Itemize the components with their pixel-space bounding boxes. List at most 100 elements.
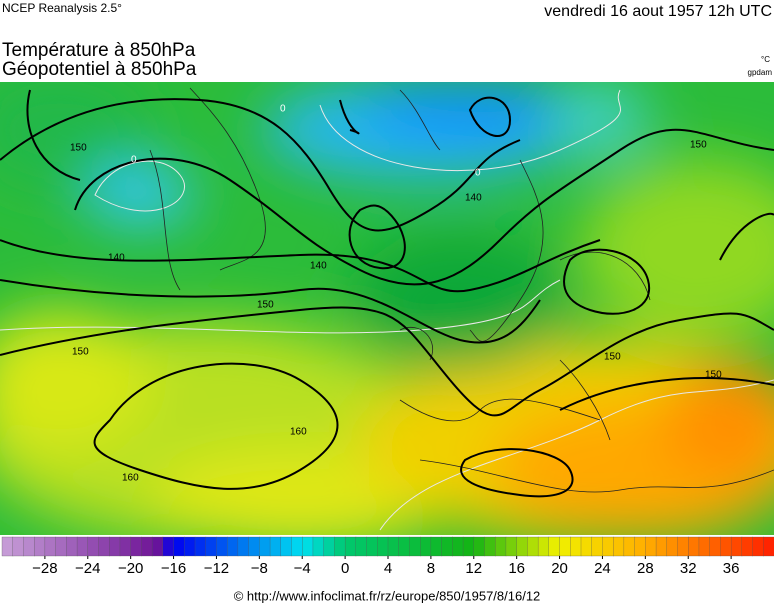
colorbar-swatch <box>269 536 282 557</box>
colorbar-swatch <box>162 536 175 557</box>
colorbar-tick-label: 16 <box>508 560 525 577</box>
colorbar-swatch <box>527 536 539 557</box>
colorbar-tick-label: 8 <box>427 560 435 577</box>
colorbar-swatch <box>205 536 217 557</box>
contour-label: 160 <box>290 427 307 438</box>
colorbar-swatch <box>334 536 346 557</box>
colorbar-swatch <box>302 536 314 557</box>
colorbar-tick-label: −12 <box>204 560 229 577</box>
colorbar-swatch <box>216 536 228 557</box>
colorbar-swatch <box>44 536 57 557</box>
colorbar-swatch <box>280 536 292 557</box>
contour-label: 140 <box>108 253 125 264</box>
colorbar-swatch <box>570 536 582 557</box>
colorbar-tick-label: −8 <box>251 560 268 577</box>
colorbar-swatch <box>462 536 475 557</box>
colorbar-swatch <box>323 536 335 557</box>
colorbar-tick-label: −20 <box>118 560 143 577</box>
colorbar-swatch <box>420 536 432 557</box>
colorbar-swatch <box>312 536 325 557</box>
colorbar-swatch <box>752 536 764 557</box>
colorbar-swatch <box>688 536 700 557</box>
unit-temperature: °C <box>761 55 770 64</box>
colorbar-tick-label: 32 <box>680 560 697 577</box>
colorbar-swatch <box>537 536 550 557</box>
colorbar-swatch <box>709 536 721 557</box>
colorbar-swatch <box>151 536 164 557</box>
colorbar-swatch <box>12 536 24 557</box>
colorbar-swatch <box>248 536 260 557</box>
contour-label: 140 <box>465 193 482 204</box>
colorbar-tick-label: 0 <box>341 560 349 577</box>
colorbar-swatch <box>55 536 67 557</box>
colorbar-swatch <box>184 536 196 557</box>
colorbar-tick-label: −28 <box>32 560 57 577</box>
colorbar-swatch <box>398 536 410 557</box>
contour-label: 150 <box>70 143 87 154</box>
colorbar-swatch <box>655 536 668 557</box>
colorbar-swatch <box>141 536 153 557</box>
colorbar-swatch <box>645 536 657 557</box>
colorbar-swatch <box>666 536 678 557</box>
map <box>0 82 774 535</box>
colorbar: −28 −24 −20 −16 −12 −8 −4 0 4 8 12 16 20 24 28 32 36 <box>1 536 774 577</box>
colorbar-swatch <box>76 536 89 557</box>
contour-label: 150 <box>72 347 89 358</box>
colorbar-swatch <box>1 536 14 557</box>
colorbar-swatch <box>87 536 99 557</box>
colorbar-swatch <box>591 536 603 557</box>
contour-label: 150 <box>604 352 621 363</box>
temperature-field <box>0 82 774 535</box>
isotherm-label: 0 <box>131 155 137 166</box>
colorbar-swatch <box>730 536 743 557</box>
footer: © http://www.infoclimat.fr/rz/europe/850… <box>234 588 541 603</box>
colorbar-swatch <box>23 536 35 557</box>
colorbar-swatch <box>602 536 614 557</box>
date: vendredi 16 aout 1957 12h UTC <box>544 3 772 20</box>
colorbar-swatch <box>505 536 518 557</box>
contour-label: 150 <box>705 370 722 381</box>
colorbar-tick-label: −16 <box>161 560 186 577</box>
colorbar-swatch <box>452 536 464 557</box>
colorbar-swatch <box>548 536 561 557</box>
colorbar-swatch <box>344 536 357 557</box>
colorbar-swatch <box>430 536 443 557</box>
colorbar-tick-label: 4 <box>384 560 392 577</box>
colorbar-swatch <box>237 536 250 557</box>
colorbar-swatch <box>720 536 732 557</box>
colorbar-swatch <box>741 536 754 557</box>
colorbar-tick-label: −4 <box>294 560 311 577</box>
colorbar-tick-label: 28 <box>637 560 654 577</box>
colorbar-swatch <box>677 536 689 557</box>
title-temperature: Température à 850hPa <box>2 40 196 61</box>
colorbar-swatch <box>495 536 507 557</box>
colorbar-swatch <box>119 536 132 557</box>
colorbar-swatch <box>130 536 142 557</box>
contour-label: 140 <box>310 261 327 272</box>
colorbar-swatch <box>387 536 400 557</box>
colorbar-swatch <box>259 536 271 557</box>
colorbar-tick-label: 24 <box>594 560 611 577</box>
colorbar-tick-label: 20 <box>551 560 568 577</box>
colorbar-tick-label: 36 <box>723 560 740 577</box>
colorbar-swatch <box>366 536 378 557</box>
colorbar-swatch <box>763 536 774 557</box>
source: NCEP Reanalysis 2.5° <box>2 1 122 15</box>
colorbar-swatch <box>194 536 207 557</box>
contour-label: 160 <box>122 473 139 484</box>
colorbar-swatch <box>484 536 496 557</box>
colorbar-swatch <box>613 536 625 557</box>
colorbar-swatch <box>109 536 121 557</box>
colorbar-swatch <box>98 536 110 557</box>
colorbar-swatch <box>634 536 646 557</box>
colorbar-swatch <box>291 536 303 557</box>
colorbar-swatch <box>377 536 389 557</box>
contour-labels: 150 140 140 150 150 160 160 140 150 150 … <box>70 104 722 484</box>
title-geopotential: Géopotentiel à 850hPa <box>2 59 197 80</box>
colorbar-swatch <box>623 536 636 557</box>
colorbar-swatch <box>66 536 78 557</box>
colorbar-tick-label: 12 <box>465 560 482 577</box>
colorbar-swatch <box>698 536 711 557</box>
